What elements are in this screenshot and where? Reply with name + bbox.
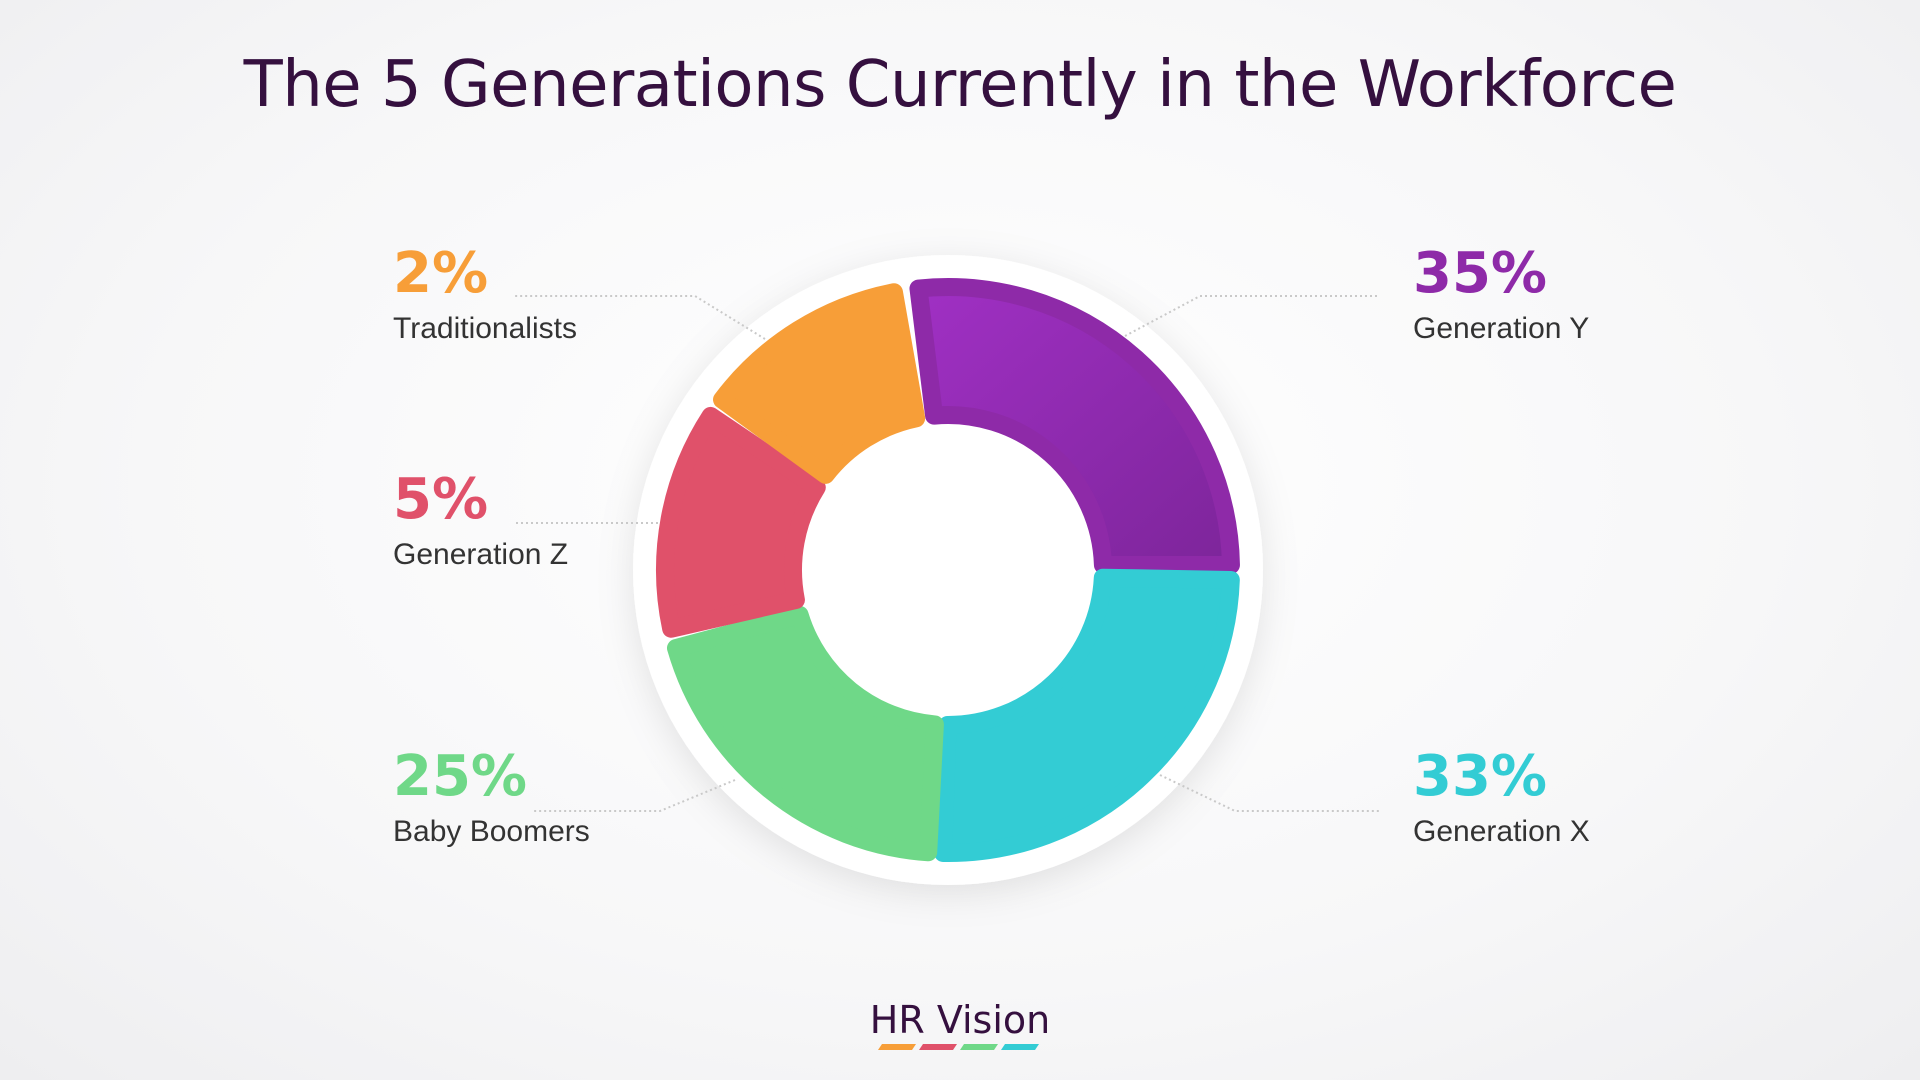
leader-generation-x <box>1159 774 1380 812</box>
name-generation-y: Generation Y <box>1413 312 1590 345</box>
brand-bar <box>960 1044 998 1050</box>
leader-baby-boomers <box>533 779 736 812</box>
label-baby-boomers: 25% Baby Boomers <box>393 745 590 851</box>
name-traditionalists: Traditionalists <box>393 312 577 345</box>
chart-title: The 5 Generations Currently in the Workf… <box>243 48 1677 122</box>
slice-generation-z <box>656 406 826 638</box>
name-generation-z: Generation Z <box>393 538 569 571</box>
pct-baby-boomers: 25% <box>393 744 528 809</box>
label-generation-y: 35% Generation Y <box>1413 242 1589 348</box>
leader-generation-y <box>1124 295 1380 337</box>
pct-generation-y: 35% <box>1413 241 1548 306</box>
slice-baby-boomers <box>666 605 944 862</box>
pct-traditionalists: 2% <box>393 241 489 306</box>
name-generation-x: Generation X <box>1413 815 1590 848</box>
slice-generation-x <box>934 568 1240 862</box>
brand-bar <box>919 1044 957 1050</box>
label-generation-z: 5% Generation Z <box>393 468 568 574</box>
label-generation-x: 33% Generation X <box>1413 745 1590 851</box>
brand-logo-text: HR Vision <box>869 998 1051 1042</box>
pct-generation-x: 33% <box>1413 744 1548 809</box>
name-baby-boomers: Baby Boomers <box>393 815 590 848</box>
brand-color-bars <box>878 1044 1039 1050</box>
brand-bar <box>1001 1044 1039 1050</box>
brand-bar <box>878 1044 916 1050</box>
slice-traditionalists <box>713 283 926 484</box>
label-traditionalists: 2% Traditionalists <box>393 242 577 348</box>
slice-generation-y <box>909 278 1240 575</box>
pct-generation-z: 5% <box>393 467 489 532</box>
